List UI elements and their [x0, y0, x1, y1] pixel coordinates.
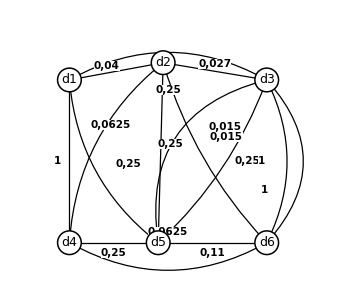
Text: d3: d3 — [259, 73, 275, 86]
Text: 0,027: 0,027 — [198, 59, 231, 69]
FancyArrowPatch shape — [72, 244, 264, 270]
FancyArrowPatch shape — [70, 64, 161, 240]
Text: 0,015: 0,015 — [210, 132, 243, 142]
FancyArrowPatch shape — [268, 83, 287, 240]
Text: 0,11: 0,11 — [200, 248, 225, 257]
Circle shape — [57, 68, 81, 92]
Text: 0,015: 0,015 — [208, 122, 241, 132]
Circle shape — [57, 231, 81, 254]
Text: d2: d2 — [155, 56, 171, 69]
Text: 0,25: 0,25 — [235, 156, 260, 166]
Text: 0,25: 0,25 — [158, 139, 184, 149]
Circle shape — [255, 68, 279, 92]
Text: 0,25: 0,25 — [155, 85, 181, 95]
Text: 0,04: 0,04 — [94, 60, 120, 71]
FancyArrowPatch shape — [72, 52, 264, 79]
Text: 1: 1 — [261, 185, 268, 195]
Text: 1: 1 — [257, 156, 265, 166]
Circle shape — [151, 51, 175, 74]
FancyArrowPatch shape — [268, 82, 303, 241]
Text: d6: d6 — [259, 236, 275, 249]
Circle shape — [146, 231, 170, 254]
Text: d5: d5 — [150, 236, 166, 249]
FancyArrowPatch shape — [160, 83, 266, 241]
Text: 0,0625: 0,0625 — [148, 227, 188, 238]
Text: d4: d4 — [62, 236, 78, 249]
FancyArrowPatch shape — [70, 83, 156, 241]
Text: 1: 1 — [54, 156, 61, 166]
Circle shape — [255, 231, 279, 254]
FancyArrowPatch shape — [164, 65, 265, 241]
Text: 0,25: 0,25 — [115, 159, 141, 169]
Text: 0,25: 0,25 — [101, 248, 127, 257]
Text: 0,0625: 0,0625 — [90, 120, 130, 130]
Text: d1: d1 — [62, 73, 78, 86]
FancyArrowPatch shape — [156, 81, 264, 240]
